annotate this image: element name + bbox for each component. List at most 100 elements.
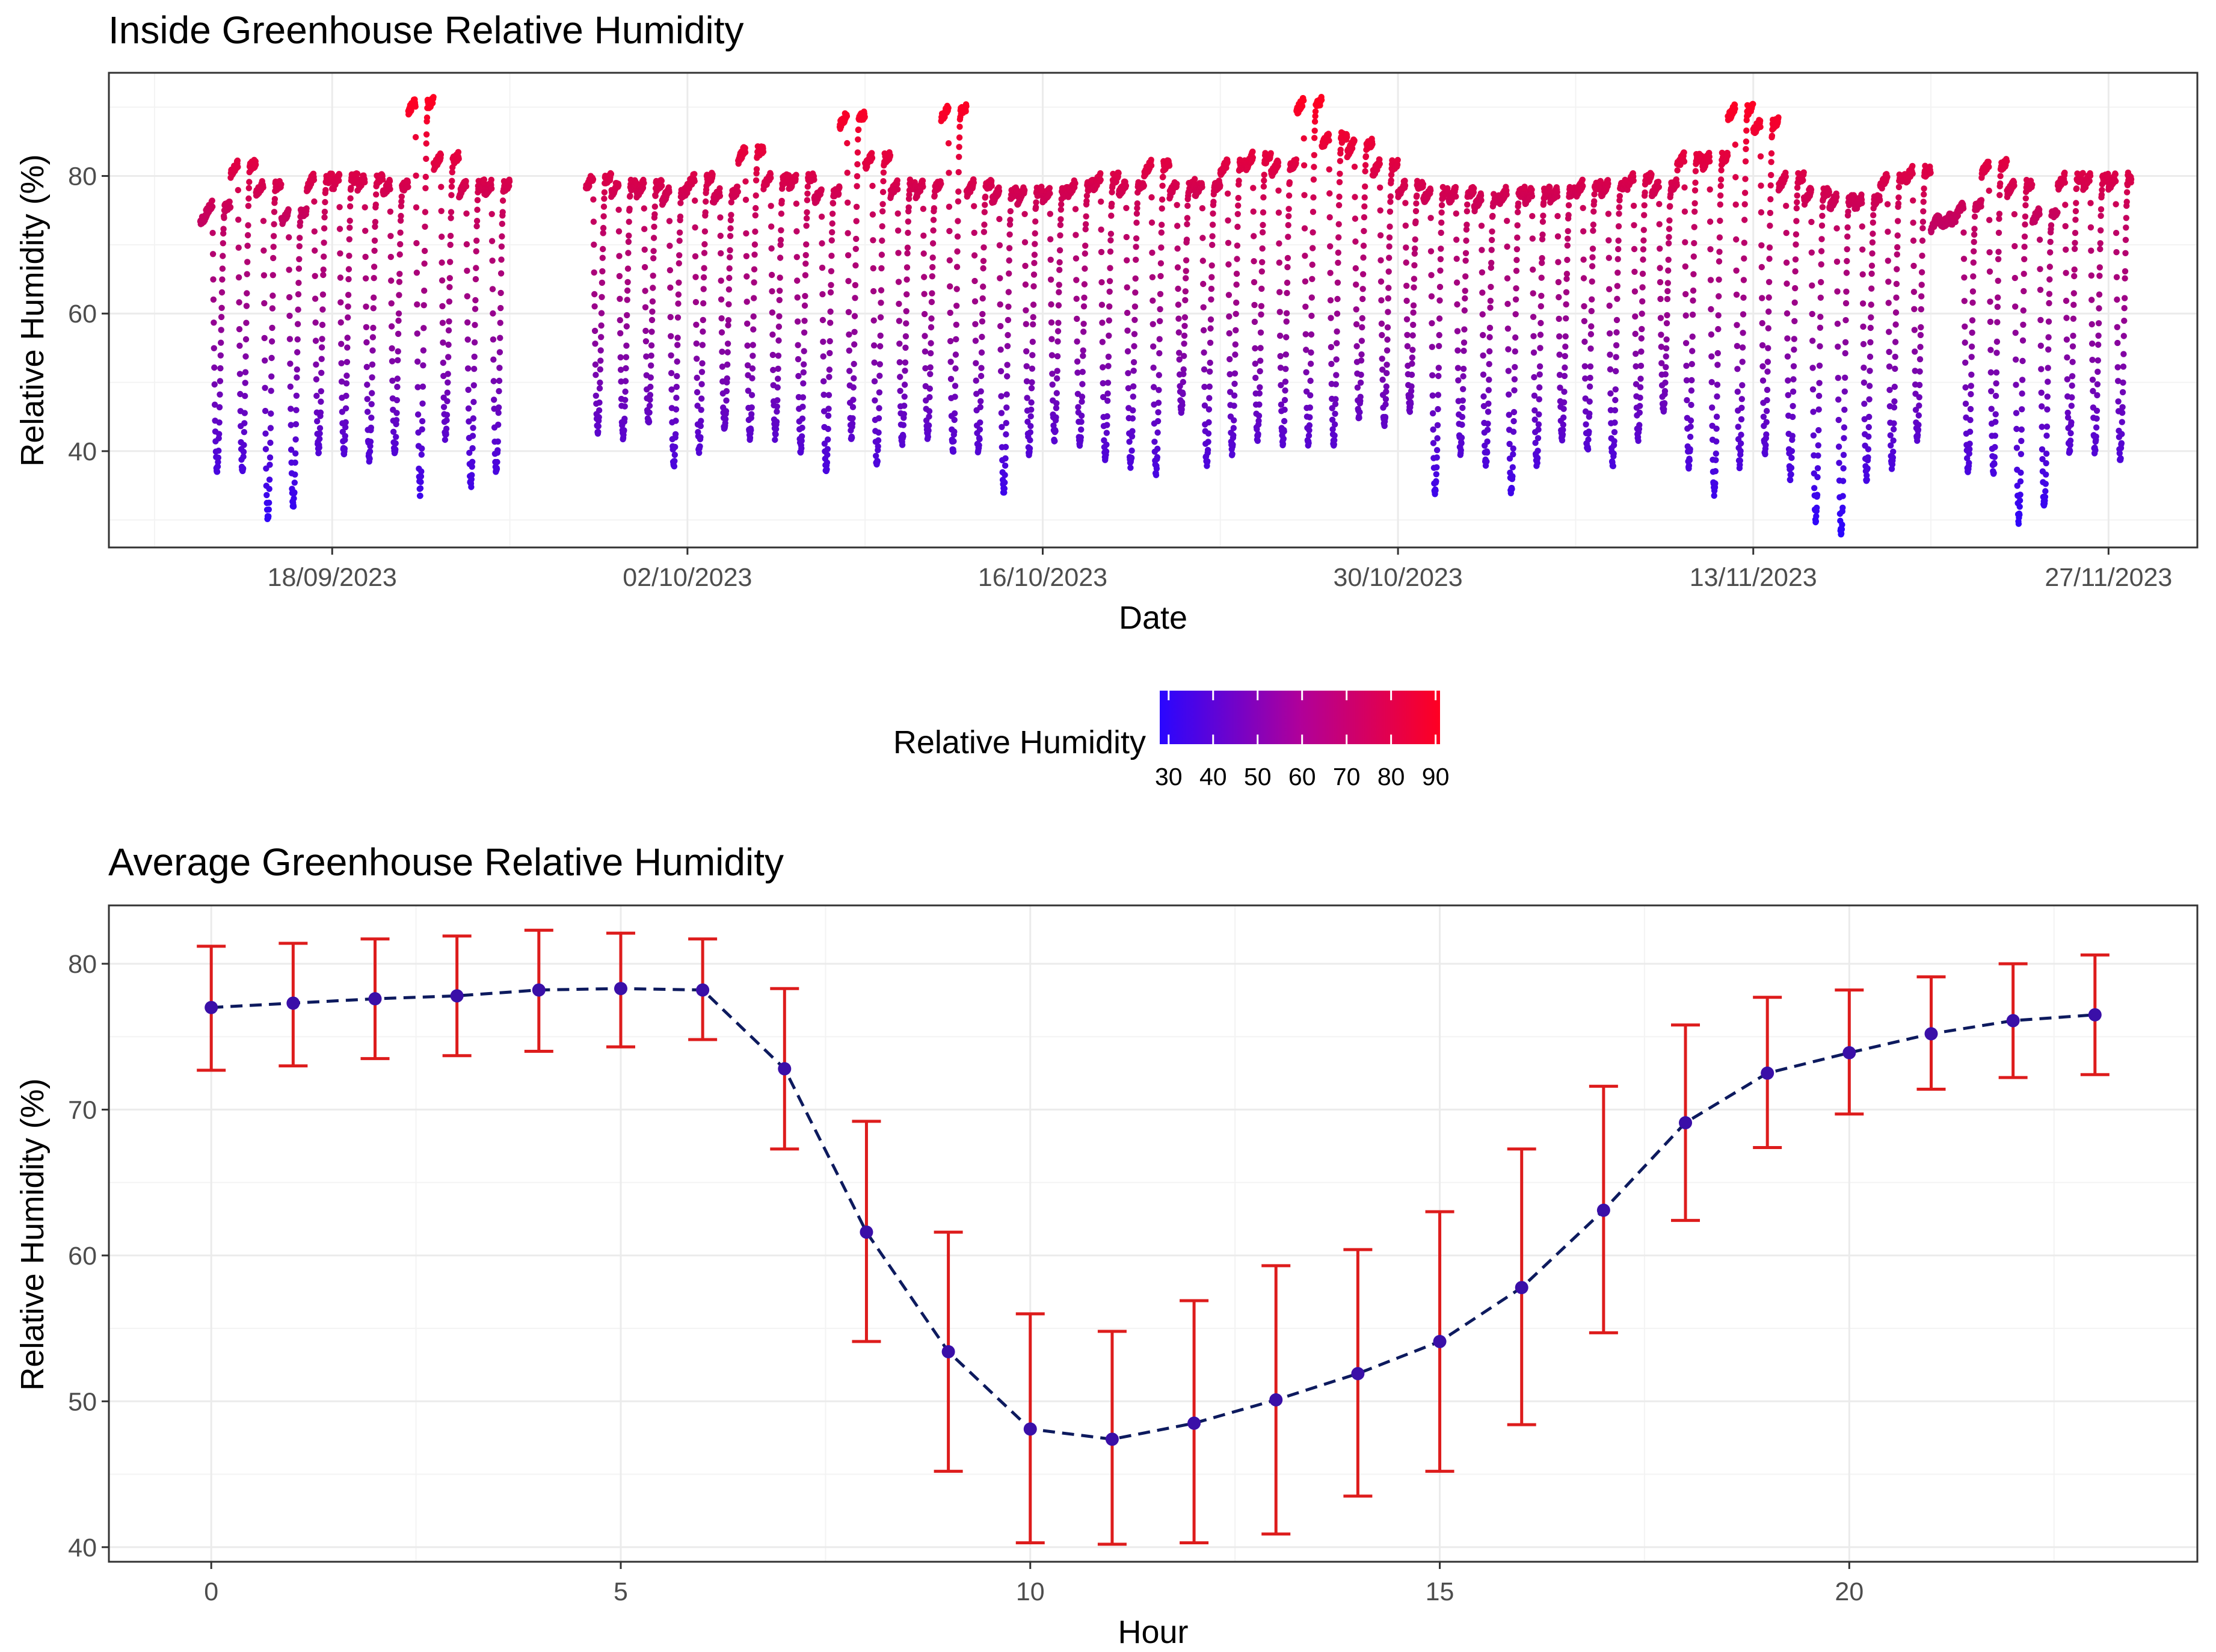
humidity-point xyxy=(1351,137,1358,144)
humidity-point xyxy=(626,205,633,212)
humidity-point xyxy=(1073,232,1079,238)
humidity-point xyxy=(1328,360,1335,368)
humidity-point xyxy=(1332,396,1339,402)
humidity-point xyxy=(1282,387,1288,394)
humidity-point xyxy=(412,134,419,141)
humidity-point xyxy=(242,336,250,343)
humidity-point xyxy=(1233,270,1240,277)
humidity-point xyxy=(692,253,699,260)
humidity-point xyxy=(1505,346,1512,353)
humidity-point xyxy=(1258,268,1265,275)
humidity-point xyxy=(1023,363,1030,369)
humidity-point xyxy=(1106,288,1113,295)
humidity-point xyxy=(1378,320,1385,327)
humidity-point xyxy=(1484,427,1491,433)
humidity-point xyxy=(294,336,301,343)
humidity-point xyxy=(1331,432,1338,439)
humidity-point xyxy=(437,152,445,158)
humidity-point xyxy=(1453,256,1460,262)
humidity-point xyxy=(1452,183,1459,191)
humidity-point xyxy=(464,319,471,326)
humidity-point xyxy=(1225,239,1232,246)
humidity-point xyxy=(749,365,756,372)
humidity-point xyxy=(1411,276,1418,282)
humidity-point xyxy=(728,199,735,206)
humidity-point xyxy=(615,182,622,189)
humidity-point xyxy=(1536,371,1543,378)
humidity-point xyxy=(1586,428,1592,435)
humidity-point xyxy=(922,348,929,355)
humidity-point xyxy=(750,313,757,320)
humidity-point xyxy=(648,362,654,369)
humidity-point xyxy=(1386,234,1393,241)
humidity-point xyxy=(749,353,756,359)
humidity-point xyxy=(1334,328,1340,335)
humidity-point xyxy=(849,404,857,410)
humidity-point xyxy=(1157,318,1163,324)
humidity-point xyxy=(1538,274,1545,281)
humidity-point xyxy=(1379,331,1385,339)
humidity-point xyxy=(1156,372,1163,378)
humidity-point xyxy=(920,206,927,212)
humidity-point xyxy=(1006,245,1013,251)
humidity-point xyxy=(1048,336,1055,342)
humidity-point xyxy=(900,411,908,418)
humidity-point xyxy=(894,227,902,234)
humidity-point xyxy=(1056,267,1063,273)
humidity-point xyxy=(471,339,478,346)
humidity-point xyxy=(313,376,320,383)
humidity-point xyxy=(1082,242,1089,249)
humidity-point xyxy=(1335,249,1341,256)
humidity-point xyxy=(1159,196,1166,203)
humidity-point xyxy=(466,418,472,425)
humidity-point xyxy=(1327,243,1334,250)
humidity-point xyxy=(1411,262,1418,269)
humidity-point xyxy=(668,333,674,339)
humidity-point xyxy=(1282,378,1289,385)
humidity-point xyxy=(420,302,427,309)
humidity-point xyxy=(751,295,757,301)
humidity-point xyxy=(364,408,371,415)
humidity-point xyxy=(666,267,674,274)
humidity-point xyxy=(1433,471,1439,478)
humidity-point xyxy=(1512,364,1518,371)
humidity-point xyxy=(775,375,781,382)
humidity-point xyxy=(1427,187,1434,194)
humidity-point xyxy=(617,295,623,302)
humidity-point xyxy=(600,230,606,236)
humidity-point xyxy=(1488,259,1495,267)
humidity-point xyxy=(624,312,630,319)
humidity-point xyxy=(617,366,624,373)
humidity-point xyxy=(1158,229,1165,236)
humidity-point xyxy=(903,308,909,315)
humidity-point xyxy=(854,161,861,168)
humidity-point xyxy=(854,173,861,180)
humidity-point xyxy=(1514,222,1521,229)
humidity-point xyxy=(265,506,272,513)
humidity-point xyxy=(1362,162,1369,168)
humidity-point xyxy=(1149,249,1156,256)
humidity-point xyxy=(645,418,653,425)
humidity-point xyxy=(951,416,958,424)
humidity-point xyxy=(318,369,325,376)
humidity-point xyxy=(1459,404,1466,411)
humidity-point xyxy=(1326,214,1333,221)
humidity-point xyxy=(818,214,825,220)
humidity-point xyxy=(1409,332,1416,339)
humidity-point xyxy=(851,375,857,381)
humidity-point xyxy=(1504,325,1512,332)
humidity-point xyxy=(445,371,451,377)
humidity-point xyxy=(1284,254,1291,262)
humidity-point xyxy=(692,274,699,280)
humidity-point xyxy=(878,251,885,258)
humidity-point xyxy=(236,371,244,377)
humidity-point xyxy=(626,232,632,239)
humidity-point xyxy=(266,454,274,461)
humidity-point xyxy=(997,368,1005,375)
humidity-point xyxy=(971,203,977,209)
humidity-point xyxy=(592,392,599,399)
humidity-point xyxy=(1074,358,1081,365)
humidity-point xyxy=(369,334,377,341)
humidity-point xyxy=(490,336,497,343)
humidity-point xyxy=(647,396,653,403)
